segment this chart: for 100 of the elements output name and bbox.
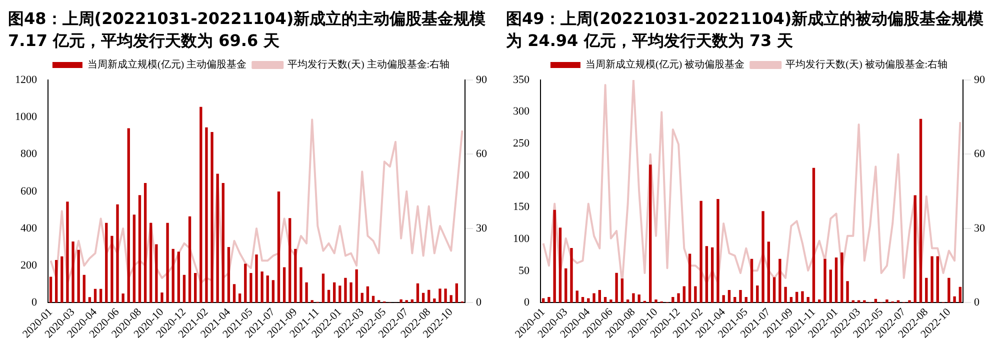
bar bbox=[282, 267, 286, 303]
bar bbox=[260, 272, 264, 303]
bar bbox=[166, 222, 169, 303]
bar bbox=[756, 286, 759, 303]
y-tick-label: 0 bbox=[32, 296, 38, 309]
bar bbox=[250, 273, 252, 303]
bar bbox=[834, 258, 838, 303]
bar bbox=[160, 292, 164, 303]
y-tick-label: 800 bbox=[20, 148, 38, 160]
bar bbox=[333, 282, 336, 303]
bar bbox=[294, 248, 297, 303]
bar bbox=[338, 286, 342, 303]
bar bbox=[863, 300, 866, 303]
bar bbox=[182, 274, 186, 303]
bar bbox=[570, 248, 573, 303]
bar bbox=[216, 174, 219, 303]
bar bbox=[360, 292, 364, 303]
bar bbox=[60, 256, 64, 303]
y2-tick-label: 60 bbox=[974, 148, 986, 160]
bar bbox=[728, 290, 731, 303]
bar bbox=[553, 210, 556, 303]
bar bbox=[739, 290, 742, 303]
bar bbox=[132, 214, 136, 303]
bar bbox=[688, 254, 692, 303]
bar bbox=[914, 195, 916, 303]
bar bbox=[710, 247, 714, 303]
bar bbox=[127, 128, 130, 303]
y-tick-label: 100 bbox=[513, 232, 530, 245]
y2-tick-label: 0 bbox=[974, 296, 980, 309]
legend-label: 平均发行天数(天) 主动偏股基金:右轴 bbox=[288, 58, 450, 71]
bar bbox=[77, 250, 80, 303]
bar bbox=[677, 293, 680, 303]
bar bbox=[177, 252, 180, 303]
bar bbox=[598, 290, 601, 303]
bar bbox=[72, 241, 74, 303]
y2-tick-label: 30 bbox=[974, 222, 986, 234]
bar bbox=[355, 269, 358, 303]
bar bbox=[548, 297, 550, 303]
y2-tick-label: 30 bbox=[476, 222, 488, 234]
bar bbox=[49, 276, 52, 303]
bar bbox=[238, 293, 242, 303]
bar bbox=[824, 258, 826, 303]
bar bbox=[936, 256, 939, 303]
bar bbox=[846, 281, 849, 303]
bar bbox=[772, 277, 776, 303]
bar bbox=[82, 274, 86, 303]
bar bbox=[784, 286, 787, 303]
bar bbox=[194, 273, 197, 303]
bar bbox=[94, 288, 97, 303]
bar bbox=[227, 247, 230, 303]
chart-title: 图48：上周(20221031-20221104)新成立的主动偏股基金规模 7.17 亿元，平均发行天数为 69.6 天 bbox=[8, 8, 487, 52]
bar bbox=[438, 288, 442, 303]
bar bbox=[416, 283, 420, 303]
bar bbox=[277, 192, 280, 303]
bar bbox=[632, 293, 635, 303]
bar bbox=[682, 286, 686, 303]
bar bbox=[558, 228, 562, 303]
bar bbox=[564, 268, 568, 303]
y-tick-label: 200 bbox=[513, 169, 530, 182]
bar bbox=[908, 300, 911, 303]
bar bbox=[99, 288, 102, 303]
bar bbox=[428, 290, 430, 303]
y2-tick-label: 90 bbox=[476, 74, 488, 86]
bar bbox=[144, 183, 147, 303]
bar bbox=[638, 294, 640, 303]
legend-label: 当周新成立规模(亿元) 主动偏股基金 bbox=[87, 58, 247, 71]
bar bbox=[930, 256, 934, 303]
bar bbox=[694, 286, 697, 303]
bar bbox=[110, 236, 114, 303]
y-tick-label: 150 bbox=[513, 201, 530, 214]
bar bbox=[801, 291, 804, 303]
bar bbox=[840, 252, 844, 303]
y-tick-label: 0 bbox=[524, 296, 530, 309]
bar bbox=[700, 200, 702, 303]
bar bbox=[925, 278, 928, 303]
bar bbox=[444, 288, 447, 303]
bar bbox=[122, 293, 124, 303]
y-tick-label: 200 bbox=[20, 260, 38, 272]
bar bbox=[812, 168, 816, 303]
bar bbox=[255, 254, 258, 303]
bar bbox=[200, 106, 202, 303]
bar bbox=[66, 202, 69, 303]
bar bbox=[155, 244, 158, 303]
bar bbox=[288, 218, 292, 303]
bar bbox=[615, 272, 618, 303]
bar bbox=[400, 299, 402, 303]
y-tick-label: 400 bbox=[20, 222, 38, 234]
bar bbox=[55, 260, 58, 303]
legend-label: 平均发行天数(天) 被动偏股基金:右轴 bbox=[786, 58, 948, 71]
y-tick-label: 600 bbox=[20, 185, 38, 198]
bar bbox=[450, 295, 452, 303]
bar bbox=[210, 132, 214, 303]
bar bbox=[172, 248, 174, 303]
bar bbox=[272, 280, 275, 303]
bar bbox=[958, 286, 962, 303]
bar bbox=[222, 183, 224, 303]
bar bbox=[576, 290, 578, 303]
bar bbox=[188, 216, 192, 303]
bar bbox=[722, 295, 725, 303]
bar bbox=[948, 278, 950, 303]
